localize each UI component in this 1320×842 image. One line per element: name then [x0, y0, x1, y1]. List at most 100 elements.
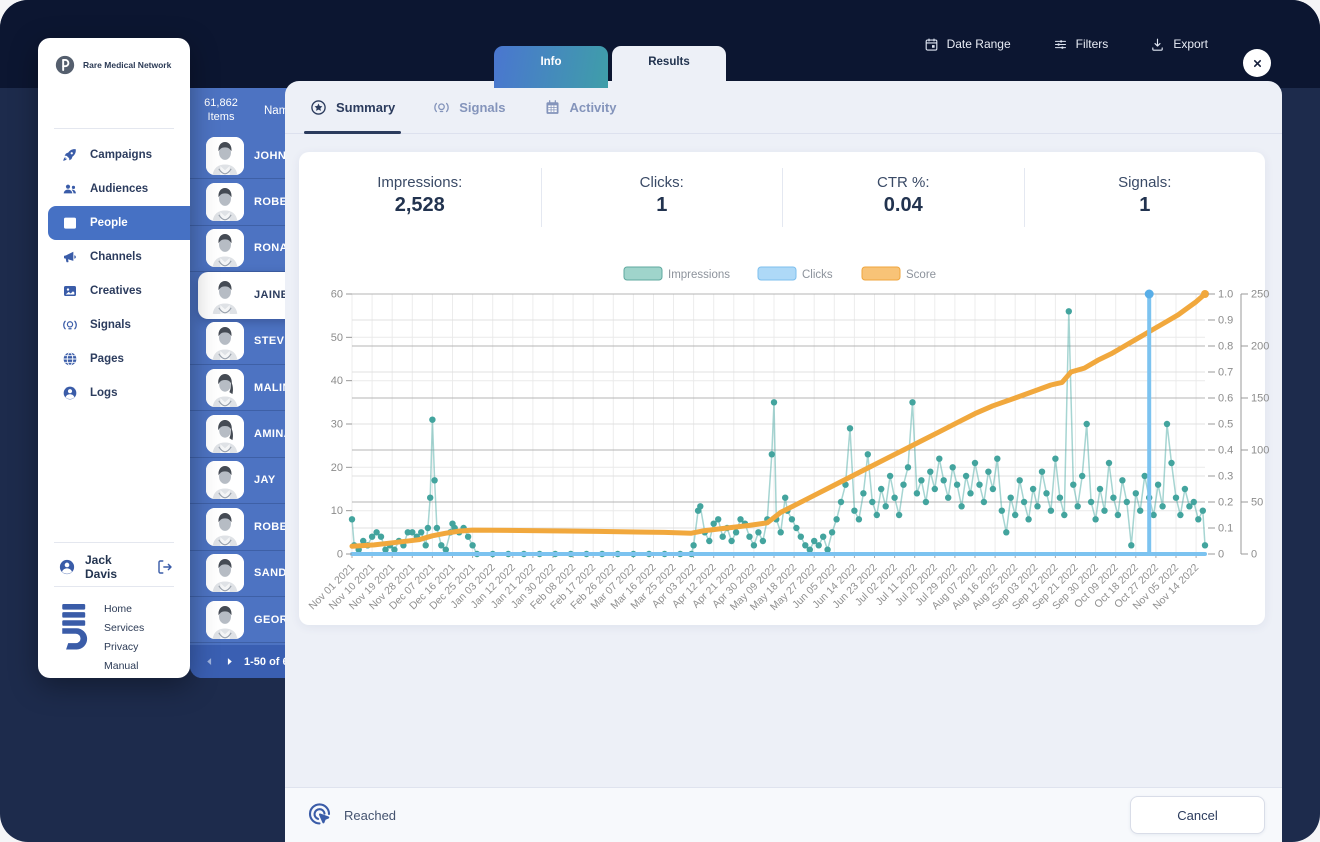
rmn-logo-icon	[54, 54, 76, 76]
person-name: JAINE	[254, 289, 289, 302]
prev-page-icon[interactable]	[204, 656, 215, 667]
items-count: 61,862 Items	[204, 96, 238, 123]
svg-text:40: 40	[331, 375, 343, 387]
stat-label: CTR %:	[877, 174, 930, 191]
impressions-series	[348, 308, 1209, 558]
export-button[interactable]: Export	[1150, 37, 1208, 52]
svg-text:30: 30	[331, 419, 343, 431]
person-name: AMINA	[254, 428, 293, 441]
tab-summary[interactable]: Summary	[303, 81, 402, 134]
tab-results[interactable]: Results	[612, 46, 726, 88]
stat-label: Clicks:	[639, 174, 684, 191]
sidebar-item-label: Audiences	[90, 183, 149, 195]
star-circle-icon	[310, 99, 327, 116]
list-item[interactable]: JOHN	[190, 133, 350, 180]
avatar	[206, 322, 244, 361]
stat-signals: Signals: 1	[1023, 168, 1266, 227]
logout-icon[interactable]	[156, 558, 174, 576]
divider	[54, 542, 174, 543]
calendar-grid-icon	[544, 99, 561, 116]
avatar	[206, 229, 244, 268]
summary-card: Impressions: 2,528 Clicks: 1 CTR %: 0.04 Signa…	[299, 152, 1269, 625]
svg-text:60: 60	[331, 289, 343, 301]
svg-text:200: 200	[1251, 341, 1269, 353]
signal-bulb-icon	[62, 317, 78, 333]
avatar	[206, 600, 244, 639]
avatar	[206, 368, 244, 407]
sidebar-item-campaigns[interactable]: Campaigns	[38, 138, 190, 172]
cancel-button[interactable]: Cancel	[1130, 796, 1265, 834]
footer-link-privacy[interactable]: Privacy	[104, 641, 139, 653]
user-name: Jack Davis	[85, 553, 118, 581]
svg-text:0.9: 0.9	[1218, 315, 1233, 327]
svg-text:0.5: 0.5	[1218, 419, 1233, 431]
topbar-actions: Date Range Filters Export	[924, 0, 1208, 88]
stat-value: 0.04	[883, 194, 923, 216]
sidebar-item-creatives[interactable]: Creatives	[38, 274, 190, 308]
rocket-icon	[62, 147, 78, 163]
filters-button[interactable]: Filters	[1053, 37, 1108, 52]
stat-value: 2,528	[394, 194, 445, 216]
user-circle-icon	[62, 385, 78, 401]
sidebar-item-label: Channels	[90, 251, 142, 263]
sidebar-item-pages[interactable]: Pages	[38, 342, 190, 376]
person-name: JAY	[254, 474, 276, 487]
list-item[interactable]: ROBERT	[190, 504, 350, 551]
svg-text:0.8: 0.8	[1218, 341, 1233, 353]
people-rows: JOHN ROBERT RONALD JAINE STEVEN MALINDA AMINA J…	[190, 133, 350, 644]
sidebar-item-logs[interactable]: Logs	[38, 376, 190, 410]
sidebar-item-signals[interactable]: Signals	[38, 308, 190, 342]
list-item[interactable]: AMINA	[190, 411, 350, 458]
svg-text:20: 20	[331, 462, 343, 474]
svg-text:0.2: 0.2	[1218, 497, 1233, 509]
divider	[54, 586, 174, 587]
results-modal: Summary Signals Activity Impressions: 2,528…	[285, 81, 1282, 842]
svg-text:0.3: 0.3	[1218, 471, 1233, 483]
footer-link-home[interactable]: Home	[104, 603, 133, 615]
sidebar-item-label: Campaigns	[90, 149, 152, 161]
footer-links: Home Services Privacy Manual	[104, 600, 144, 675]
svg-text:Clicks: Clicks	[802, 269, 833, 281]
sidebar-item-label: Signals	[90, 319, 131, 331]
footer-link-manual[interactable]: Manual	[104, 660, 139, 672]
score-series	[349, 290, 1209, 549]
list-item[interactable]: MALINDA	[190, 365, 350, 412]
globe-icon	[62, 351, 78, 367]
date-range-button[interactable]: Date Range	[924, 37, 1011, 52]
sidebar-item-audiences[interactable]: Audiences	[38, 172, 190, 206]
footer-link-services[interactable]: Services	[104, 622, 145, 634]
sidebar-item-people[interactable]: People	[48, 206, 190, 240]
calendar-icon	[924, 37, 939, 52]
brand-name: Rare Medical Network	[83, 59, 172, 70]
sidebar-nav: Campaigns Audiences People Channels Creative…	[38, 138, 190, 410]
tab-info[interactable]: Info	[494, 46, 608, 88]
svg-text:10: 10	[331, 505, 343, 517]
close-button[interactable]	[1243, 49, 1271, 77]
modal-tabs: Summary Signals Activity	[285, 81, 1282, 134]
svg-text:250: 250	[1251, 289, 1269, 301]
filters-icon	[1053, 37, 1068, 52]
action-label: Export	[1173, 37, 1208, 51]
sidebar-item-label: People	[90, 217, 128, 229]
avatar	[206, 136, 244, 175]
user-row: Jack Davis	[38, 550, 190, 584]
svg-text:150: 150	[1251, 393, 1269, 405]
tab-activity[interactable]: Activity	[544, 81, 616, 133]
five-logo-icon	[58, 600, 92, 654]
reached-icon	[307, 802, 333, 828]
next-page-icon[interactable]	[224, 656, 235, 667]
sidebar-item-label: Pages	[90, 353, 124, 365]
avatar	[206, 461, 244, 500]
avatar	[206, 507, 244, 546]
sidebar-item-label: Creatives	[90, 285, 142, 297]
chart-legend: Impressions Clicks Score	[623, 266, 936, 281]
list-item[interactable]: JAY	[190, 458, 350, 505]
list-item[interactable]: STEVEN	[190, 319, 350, 365]
list-item[interactable]: RONALD	[190, 226, 350, 273]
reached-status: Reached	[307, 802, 396, 828]
sidebar-item-channels[interactable]: Channels	[38, 240, 190, 274]
list-item[interactable]: GEORGE	[190, 597, 350, 644]
svg-text:Impressions: Impressions	[668, 269, 730, 281]
tab-signals[interactable]: Signals	[433, 81, 506, 133]
tab-label: Summary	[336, 99, 396, 115]
